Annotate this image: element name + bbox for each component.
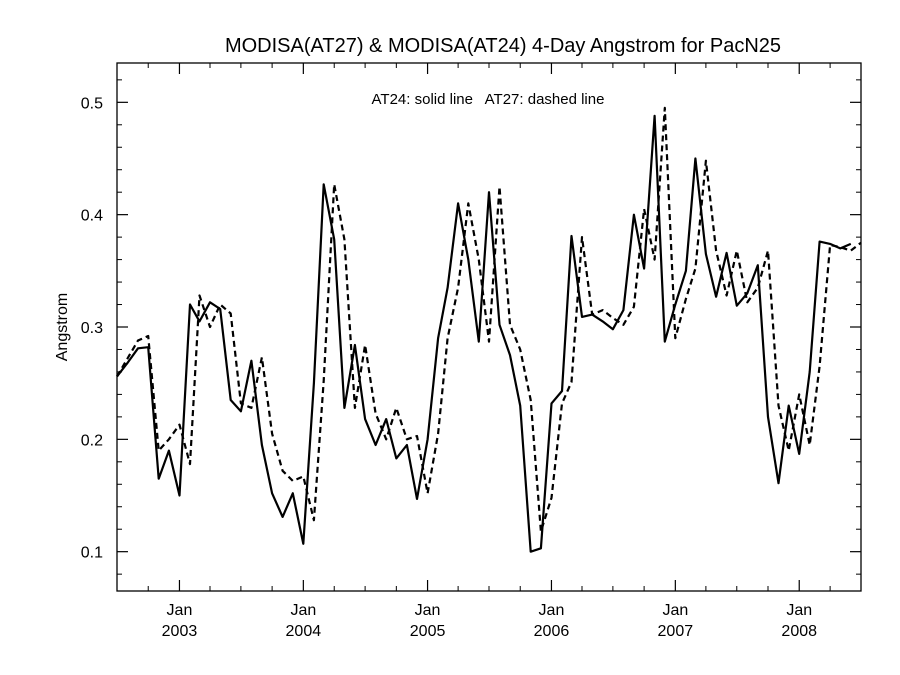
x-tick-year-label: 2007 bbox=[658, 623, 694, 640]
x-tick-year-label: 2003 bbox=[162, 623, 198, 640]
y-tick-label: 0.2 bbox=[81, 432, 103, 449]
series-line-at27 bbox=[116, 106, 862, 533]
y-tick-label: 0.4 bbox=[81, 208, 103, 225]
x-tick-month-label: Jan bbox=[290, 602, 316, 619]
x-tick-month-label: Jan bbox=[167, 602, 193, 619]
x-tick-year-label: 2006 bbox=[534, 623, 570, 640]
x-tick-year-label: 2005 bbox=[410, 623, 446, 640]
plot-frame bbox=[116, 62, 862, 592]
axes: 0.1 0.2 0.3 0.4 0.5 Jan 2003 Jan 2004 Jan 2005 Jan 2… bbox=[81, 63, 861, 640]
y-tick-label: 0.1 bbox=[81, 545, 103, 562]
chart-title: MODISA(AT27) & MODISA(AT24) 4-Day Angstr… bbox=[225, 35, 781, 57]
x-tick-month-label: Jan bbox=[662, 602, 688, 619]
x-tick-month-label: Jan bbox=[415, 602, 441, 619]
x-tick-year-label: 2008 bbox=[781, 623, 817, 640]
legend-annotation: AT24: solid line AT27: dashed line bbox=[372, 91, 605, 108]
x-tick-year-label: 2004 bbox=[286, 623, 322, 640]
series-line-at24 bbox=[116, 114, 852, 553]
y-tick-label: 0.5 bbox=[81, 95, 103, 112]
y-axis-label: Angstrom bbox=[54, 293, 71, 361]
x-tick-month-label: Jan bbox=[539, 602, 565, 619]
series-lines bbox=[116, 106, 862, 553]
y-tick-label: 0.3 bbox=[81, 320, 103, 337]
x-tick-month-label: Jan bbox=[786, 602, 812, 619]
